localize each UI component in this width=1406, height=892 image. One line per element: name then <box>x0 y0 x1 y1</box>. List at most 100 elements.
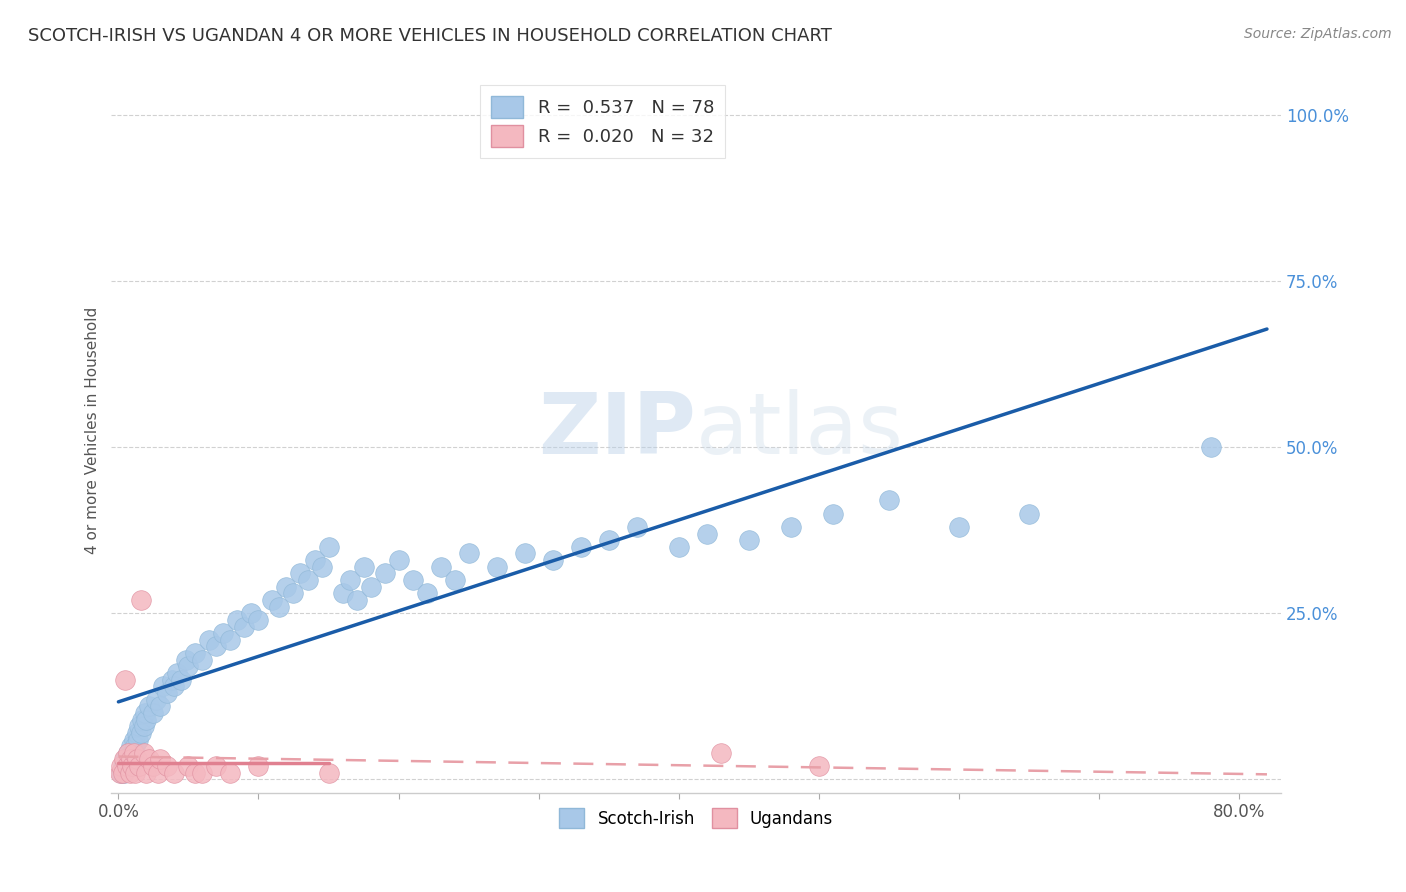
Point <box>163 765 186 780</box>
Text: atlas: atlas <box>696 389 904 472</box>
Point <box>122 732 145 747</box>
Point <box>668 540 690 554</box>
Point <box>166 666 188 681</box>
Point <box>191 765 214 780</box>
Point <box>297 573 319 587</box>
Point <box>117 746 139 760</box>
Point <box>283 586 305 600</box>
Point <box>240 607 263 621</box>
Point <box>598 533 620 548</box>
Text: ZIP: ZIP <box>538 389 696 472</box>
Point <box>110 759 132 773</box>
Point <box>247 613 270 627</box>
Point <box>121 746 143 760</box>
Point <box>111 765 134 780</box>
Point <box>121 759 143 773</box>
Point <box>149 752 172 766</box>
Point <box>205 759 228 773</box>
Point <box>779 520 801 534</box>
Point <box>138 752 160 766</box>
Point <box>401 573 423 587</box>
Point <box>1199 440 1222 454</box>
Point <box>177 759 200 773</box>
Point <box>807 759 830 773</box>
Point <box>122 746 145 760</box>
Point <box>146 765 169 780</box>
Point <box>135 713 157 727</box>
Point <box>184 646 207 660</box>
Point <box>118 752 141 766</box>
Point <box>128 759 150 773</box>
Point <box>353 559 375 574</box>
Point <box>145 692 167 706</box>
Y-axis label: 4 or more Vehicles in Household: 4 or more Vehicles in Household <box>86 307 100 554</box>
Point <box>135 765 157 780</box>
Point <box>117 746 139 760</box>
Point <box>219 765 242 780</box>
Point <box>373 566 395 581</box>
Point <box>738 533 761 548</box>
Point <box>513 547 536 561</box>
Point <box>212 626 235 640</box>
Point <box>170 673 193 687</box>
Point <box>262 593 284 607</box>
Point <box>114 673 136 687</box>
Point <box>132 719 155 733</box>
Point <box>160 673 183 687</box>
Point <box>156 686 179 700</box>
Point <box>112 752 135 766</box>
Point <box>111 759 134 773</box>
Text: Source: ZipAtlas.com: Source: ZipAtlas.com <box>1244 27 1392 41</box>
Point <box>311 559 333 574</box>
Point <box>1018 507 1040 521</box>
Point <box>415 586 437 600</box>
Point <box>125 752 148 766</box>
Point <box>626 520 648 534</box>
Point <box>339 573 361 587</box>
Point <box>124 765 146 780</box>
Point <box>125 726 148 740</box>
Point <box>120 752 142 766</box>
Point <box>276 580 298 594</box>
Point <box>233 619 256 633</box>
Point <box>821 507 844 521</box>
Legend: Scotch-Irish, Ugandans: Scotch-Irish, Ugandans <box>553 801 839 835</box>
Point <box>112 765 135 780</box>
Point <box>115 759 138 773</box>
Point <box>131 713 153 727</box>
Point <box>205 640 228 654</box>
Point <box>127 732 149 747</box>
Point <box>156 759 179 773</box>
Point <box>177 659 200 673</box>
Point <box>360 580 382 594</box>
Text: SCOTCH-IRISH VS UGANDAN 4 OR MORE VEHICLES IN HOUSEHOLD CORRELATION CHART: SCOTCH-IRISH VS UGANDAN 4 OR MORE VEHICL… <box>28 27 832 45</box>
Point <box>134 706 156 720</box>
Point <box>387 553 409 567</box>
Point <box>138 699 160 714</box>
Point <box>346 593 368 607</box>
Point <box>191 653 214 667</box>
Point <box>128 719 150 733</box>
Point <box>142 706 165 720</box>
Point <box>304 553 326 567</box>
Point <box>269 599 291 614</box>
Point <box>174 653 197 667</box>
Point <box>129 593 152 607</box>
Point <box>541 553 564 567</box>
Point <box>318 540 340 554</box>
Point <box>132 746 155 760</box>
Point <box>198 632 221 647</box>
Point <box>120 739 142 753</box>
Point <box>115 759 138 773</box>
Point <box>184 765 207 780</box>
Point <box>443 573 465 587</box>
Point <box>129 726 152 740</box>
Point <box>877 493 900 508</box>
Point <box>163 679 186 693</box>
Point <box>110 765 132 780</box>
Point <box>457 547 479 561</box>
Point <box>124 739 146 753</box>
Point <box>247 759 270 773</box>
Point <box>219 632 242 647</box>
Point <box>485 559 508 574</box>
